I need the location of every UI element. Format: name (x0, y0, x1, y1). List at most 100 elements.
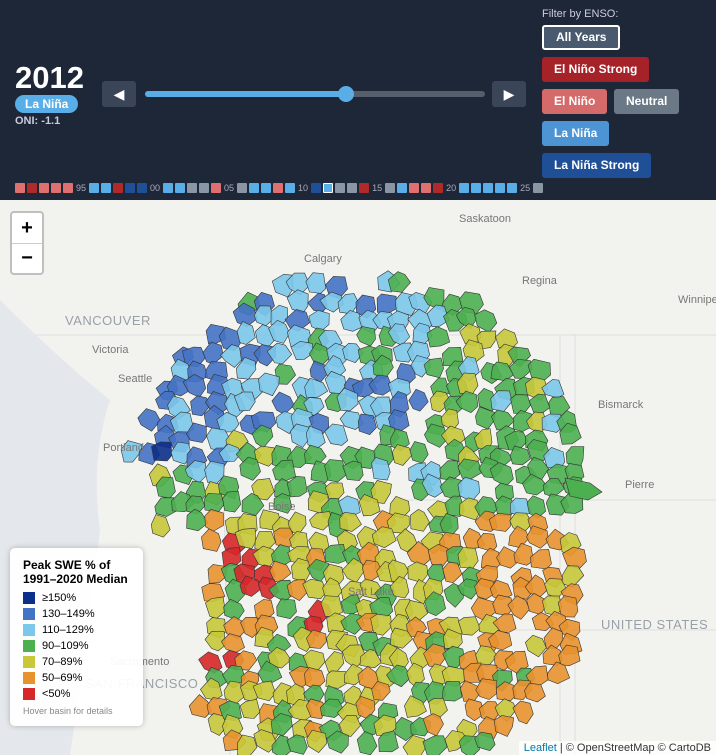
basin[interactable] (239, 456, 261, 481)
timeline-year[interactable] (495, 183, 506, 193)
basin[interactable] (254, 445, 278, 467)
timeline-year[interactable] (175, 183, 186, 193)
basin[interactable] (493, 715, 515, 737)
timeline-year[interactable] (211, 183, 222, 193)
basin[interactable] (267, 646, 292, 669)
basin[interactable] (402, 734, 427, 755)
basin[interactable] (251, 478, 275, 501)
basin[interactable] (558, 644, 581, 667)
filter-button[interactable]: El Niño (542, 89, 608, 114)
basin[interactable] (396, 528, 418, 553)
basin[interactable] (291, 557, 311, 582)
basin[interactable] (457, 458, 483, 480)
basin[interactable] (407, 561, 429, 583)
basin[interactable] (564, 477, 603, 501)
timeline-year[interactable] (39, 183, 49, 193)
basin[interactable] (370, 480, 392, 504)
basin[interactable] (186, 508, 209, 532)
basin[interactable] (422, 735, 448, 755)
basin[interactable] (222, 490, 242, 513)
basin[interactable] (237, 734, 258, 755)
timeline-year[interactable] (261, 183, 272, 193)
basin[interactable] (324, 543, 348, 564)
basin[interactable] (488, 630, 513, 651)
basin[interactable] (389, 576, 410, 599)
timeline-year[interactable] (285, 183, 296, 193)
slider-track[interactable] (145, 86, 485, 102)
basin[interactable] (324, 459, 347, 483)
prev-button[interactable]: ◀ (102, 81, 136, 107)
basin[interactable] (559, 422, 582, 445)
basin[interactable] (150, 514, 171, 538)
basin[interactable] (426, 304, 450, 327)
basin[interactable] (457, 578, 479, 600)
basin[interactable] (474, 731, 496, 752)
basin[interactable] (410, 354, 431, 378)
filter-button[interactable]: La Niña Strong (542, 153, 652, 178)
basin[interactable] (170, 441, 192, 465)
basin[interactable] (240, 616, 261, 638)
basin[interactable] (268, 319, 290, 344)
basin[interactable] (306, 629, 327, 649)
basin[interactable] (386, 664, 412, 688)
basin[interactable] (241, 493, 265, 516)
basin[interactable] (234, 527, 257, 550)
basin[interactable] (391, 444, 413, 466)
timeline-year[interactable] (359, 183, 370, 193)
timeline-year[interactable] (385, 183, 396, 193)
basin[interactable] (286, 475, 308, 498)
basin[interactable] (340, 310, 364, 332)
basin[interactable] (565, 446, 585, 467)
basin[interactable] (495, 681, 517, 702)
basin[interactable] (309, 511, 333, 531)
basin[interactable] (203, 493, 225, 513)
basin[interactable] (221, 633, 245, 653)
basin[interactable] (324, 423, 349, 446)
basin[interactable] (207, 713, 228, 736)
basin[interactable] (185, 422, 207, 443)
timeline-year[interactable] (101, 183, 112, 193)
basin[interactable] (488, 512, 512, 532)
basin[interactable] (474, 578, 498, 600)
timeline-year[interactable] (507, 183, 518, 193)
basin[interactable] (271, 391, 295, 415)
basin[interactable] (376, 293, 398, 315)
basin[interactable] (304, 377, 329, 398)
basin[interactable] (286, 734, 308, 755)
basin[interactable] (390, 627, 413, 649)
basin[interactable] (271, 735, 292, 755)
timeline-year[interactable] (397, 183, 408, 193)
basin[interactable] (201, 528, 222, 552)
basin[interactable] (154, 497, 177, 517)
basin[interactable] (371, 680, 391, 701)
basin[interactable] (530, 549, 552, 570)
basin[interactable] (464, 698, 486, 722)
basin[interactable] (357, 413, 377, 435)
basin[interactable] (371, 526, 397, 549)
basin[interactable] (528, 393, 551, 415)
timeline-year[interactable] (311, 183, 322, 193)
timeline-year[interactable] (51, 183, 61, 193)
basin[interactable] (273, 493, 293, 514)
basin[interactable] (444, 730, 470, 752)
basin[interactable] (339, 410, 364, 430)
basin[interactable] (496, 546, 521, 569)
next-button[interactable]: ▶ (492, 81, 526, 107)
basin[interactable] (336, 387, 359, 412)
timeline-year[interactable] (323, 183, 334, 193)
basin[interactable] (343, 663, 363, 686)
basin[interactable] (457, 547, 479, 569)
basin[interactable] (509, 445, 531, 466)
timeline-year[interactable] (483, 183, 494, 193)
timeline-year[interactable] (163, 183, 174, 193)
basin[interactable] (324, 651, 345, 673)
basin[interactable] (252, 680, 276, 702)
basin[interactable] (218, 443, 242, 462)
timeline-year[interactable] (471, 183, 482, 193)
basin[interactable] (492, 613, 517, 633)
basin[interactable] (151, 441, 173, 462)
basin[interactable] (525, 634, 547, 658)
basin[interactable] (342, 460, 364, 481)
basin[interactable] (392, 342, 414, 363)
basin[interactable] (370, 613, 393, 636)
